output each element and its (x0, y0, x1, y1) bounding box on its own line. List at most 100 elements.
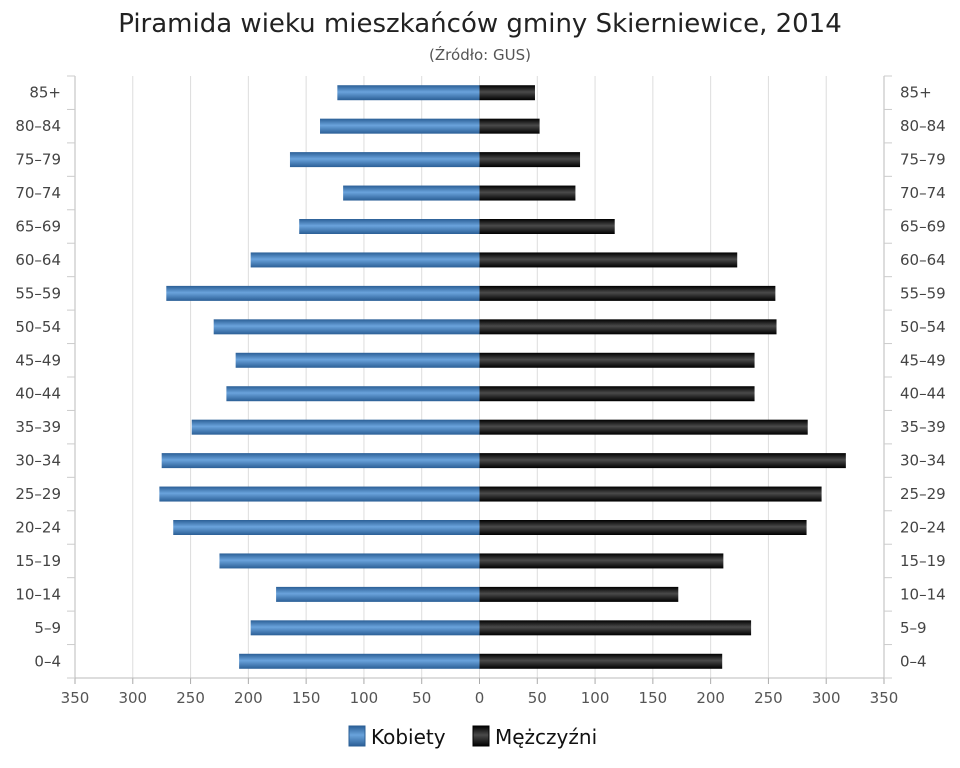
category-label-right: 0–4 (900, 652, 927, 670)
category-label-left: 70–74 (15, 184, 61, 202)
x-tick-label: 150 (639, 689, 668, 707)
category-label-left: 20–24 (15, 519, 61, 537)
category-label-right: 25–29 (900, 485, 946, 503)
category-label-right: 40–44 (900, 385, 946, 403)
bar-kobiety[interactable] (250, 620, 480, 636)
x-tick-label: 250 (754, 689, 783, 707)
bar-mezczyzni[interactable] (479, 453, 846, 469)
bar-mezczyzni[interactable] (479, 553, 724, 569)
category-label-right: 45–49 (900, 351, 946, 369)
bar-kobiety[interactable] (250, 252, 480, 268)
x-tick-label: 50 (412, 689, 431, 707)
bar-mezczyzni[interactable] (479, 219, 615, 234)
x-tick-label: 300 (812, 689, 841, 707)
bar-kobiety[interactable] (289, 152, 480, 168)
category-label-right: 65–69 (900, 218, 946, 236)
bar-kobiety[interactable] (320, 118, 480, 134)
legend-item-mezczyzni[interactable]: Mężczyźni (472, 725, 597, 749)
x-tick-label: 200 (696, 689, 725, 707)
chart-subtitle: (Źródło: GUS) (429, 45, 531, 64)
category-label-right: 80–84 (900, 117, 946, 135)
x-tick-label: 0 (475, 689, 485, 707)
x-tick-label: 150 (292, 689, 321, 707)
legend-label-kobiety: Kobiety (371, 725, 446, 749)
bar-mezczyzni[interactable] (479, 152, 581, 168)
legend: Kobiety Mężczyźni (348, 725, 597, 749)
bar-kobiety[interactable] (343, 185, 480, 201)
bar-kobiety[interactable] (337, 85, 480, 101)
bar-kobiety[interactable] (299, 219, 480, 234)
bar-kobiety[interactable] (226, 386, 480, 402)
x-tick-label: 350 (870, 689, 899, 707)
legend-item-kobiety[interactable]: Kobiety (348, 725, 446, 749)
x-tick-label: 200 (234, 689, 263, 707)
category-label-left: 0–4 (34, 652, 61, 670)
category-label-left: 55–59 (15, 284, 61, 302)
bar-mezczyzni[interactable] (479, 586, 679, 602)
bar-mezczyzni[interactable] (479, 419, 808, 435)
category-label-right: 50–54 (900, 318, 946, 336)
tick-labels: 350 300 250 200 150 100 50 0 50 100 150 200 250 300 35… (15, 84, 945, 707)
bar-kobiety[interactable] (191, 419, 480, 435)
bar-kobiety[interactable] (239, 653, 480, 669)
x-tick-label: 50 (528, 689, 547, 707)
category-label-left: 15–19 (15, 552, 61, 570)
category-label-right: 75–79 (900, 151, 946, 169)
bars (159, 85, 846, 669)
category-label-left: 25–29 (15, 485, 61, 503)
category-label-right: 20–24 (900, 519, 946, 537)
x-tick-label: 100 (350, 689, 379, 707)
bar-mezczyzni[interactable] (479, 352, 755, 368)
category-label-right: 30–34 (900, 452, 946, 470)
category-label-right: 60–64 (900, 251, 946, 269)
category-label-right: 15–19 (900, 552, 946, 570)
category-label-left: 50–54 (15, 318, 61, 336)
bar-kobiety[interactable] (161, 453, 480, 469)
bar-mezczyzni[interactable] (479, 185, 576, 201)
category-label-right: 35–39 (900, 418, 946, 436)
bar-mezczyzni[interactable] (479, 319, 777, 335)
bar-mezczyzni[interactable] (479, 386, 755, 402)
bar-kobiety[interactable] (173, 520, 480, 535)
bar-mezczyzni[interactable] (479, 486, 822, 502)
bar-mezczyzni[interactable] (479, 520, 807, 535)
category-label-left: 85+ (29, 84, 61, 102)
category-label-left: 60–64 (15, 251, 61, 269)
category-label-left: 45–49 (15, 351, 61, 369)
x-tick-label: 100 (581, 689, 610, 707)
x-tick-label: 250 (176, 689, 205, 707)
category-label-right: 70–74 (900, 184, 946, 202)
category-label-left: 35–39 (15, 418, 61, 436)
bar-kobiety[interactable] (235, 352, 480, 368)
x-tick-label: 300 (118, 689, 147, 707)
bar-mezczyzni[interactable] (479, 653, 723, 669)
bar-mezczyzni[interactable] (479, 118, 540, 134)
x-tick-label: 350 (61, 689, 90, 707)
axes (67, 75, 892, 684)
category-label-left: 10–14 (15, 585, 61, 603)
category-label-right: 85+ (900, 84, 932, 102)
category-label-left: 30–34 (15, 452, 61, 470)
grid-lines (132, 76, 827, 678)
category-label-right: 10–14 (900, 585, 946, 603)
bar-mezczyzni[interactable] (479, 620, 752, 636)
bar-mezczyzni[interactable] (479, 285, 776, 301)
category-label-left: 75–79 (15, 151, 61, 169)
bar-kobiety[interactable] (276, 586, 480, 602)
legend-swatch-mezczyzni (472, 725, 490, 747)
category-label-left: 5–9 (34, 619, 61, 637)
bar-mezczyzni[interactable] (479, 85, 535, 101)
bar-kobiety[interactable] (166, 285, 480, 301)
bar-kobiety[interactable] (213, 319, 480, 335)
category-label-left: 40–44 (15, 385, 61, 403)
category-label-left: 65–69 (15, 218, 61, 236)
category-label-left: 80–84 (15, 117, 61, 135)
bar-kobiety[interactable] (219, 553, 480, 569)
legend-label-mezczyzni: Mężczyźni (495, 725, 597, 749)
bar-kobiety[interactable] (159, 486, 480, 502)
legend-swatch-kobiety (348, 725, 366, 747)
category-label-right: 5–9 (900, 619, 927, 637)
bar-mezczyzni[interactable] (479, 252, 738, 268)
chart-title: Piramida wieku mieszkańców gminy Skierni… (118, 9, 842, 39)
